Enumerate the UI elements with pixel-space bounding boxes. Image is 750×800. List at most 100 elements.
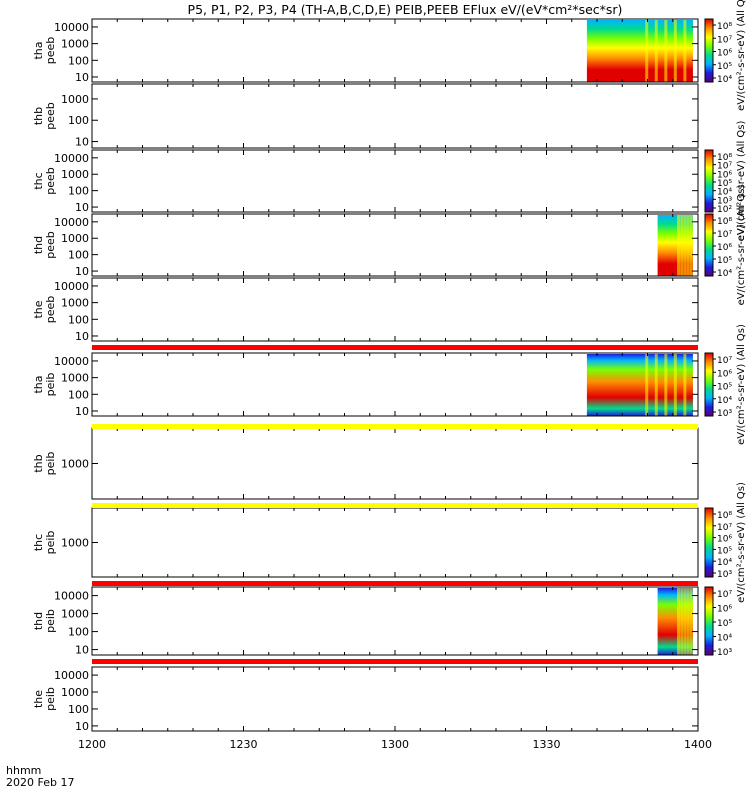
colorbar-thd-peib: 10⁷ 10⁶ 10⁵ 10⁴ 10³ xyxy=(704,586,732,658)
colorbar-tick-label: 10⁷ xyxy=(717,356,732,366)
svg-text:peib: peib xyxy=(44,452,57,476)
colorbar-tick-label: 10⁷ xyxy=(717,35,732,45)
panel-tha-peib: 10000 1000 100 10 tha peib xyxy=(32,352,699,418)
panel-thb-peeb: 1000 100 10 thb peeb xyxy=(32,83,699,149)
y-tick-label: 100 xyxy=(68,388,89,401)
y-tick-label: 100 xyxy=(68,114,89,127)
y-tick-label: 10 xyxy=(75,644,89,657)
spectrogram-streak xyxy=(683,354,687,416)
status-bar xyxy=(92,581,698,586)
status-bar xyxy=(92,424,698,429)
colorbar-tick-label: 10⁶ xyxy=(717,605,732,615)
panel-frame xyxy=(91,666,699,732)
panel-frame xyxy=(91,277,699,342)
colorbar-tick-label: 10⁸ xyxy=(717,153,732,163)
y-tick-label: 1000 xyxy=(61,93,89,106)
y-axis-label: thc peeb xyxy=(32,167,57,195)
svg-text:thd: thd xyxy=(32,236,45,254)
y-tick-label: 10000 xyxy=(54,590,89,603)
svg-text:peeb: peeb xyxy=(44,296,57,324)
spectrogram-streak xyxy=(664,354,668,416)
colorbar-scale xyxy=(704,18,714,83)
spectrogram-streak xyxy=(673,354,677,416)
y-tick-label: 10 xyxy=(75,201,89,214)
x-tick-label: 1400 xyxy=(684,738,712,751)
spectrogram-streak xyxy=(683,215,687,276)
y-tick-label: 1000 xyxy=(61,458,89,471)
panel-frame xyxy=(91,507,699,578)
spectrogram-streak xyxy=(686,215,690,276)
colorbar-tick-label: 10⁶ xyxy=(717,170,732,180)
svg-text:tha: tha xyxy=(32,41,45,59)
colorbar-label: eV/(cm²-s-sr-eV) (All Qs) xyxy=(736,482,747,603)
y-tick-label: 100 xyxy=(68,313,89,326)
y-tick-label: 10 xyxy=(75,71,89,84)
y-tick-label: 10000 xyxy=(54,216,89,229)
colorbar-label: eV/(cm²-s-sr-eV) (All Qs) xyxy=(736,185,747,306)
spectrogram-streak xyxy=(680,588,684,655)
spectrogram-streak xyxy=(673,20,677,82)
colorbar-scale xyxy=(704,149,714,213)
x-tick-label: 1200 xyxy=(78,738,106,751)
colorbar-label: eV/(cm²-s-sr-eV) (All Qs) xyxy=(736,0,747,111)
svg-text:peeb: peeb xyxy=(44,37,57,65)
colorbar-tick-label: 10⁵ xyxy=(717,546,732,556)
colorbar-tick-label: 10³ xyxy=(717,196,732,206)
y-axis-label: the peib xyxy=(32,687,57,711)
y-tick-label: 1000 xyxy=(61,537,89,550)
y-axis-label: thb peeb xyxy=(32,102,57,130)
y-tick-label: 100 xyxy=(68,703,89,716)
svg-text:peib: peib xyxy=(44,531,57,555)
colorbar-tick-label: 10² xyxy=(717,205,732,215)
status-bar xyxy=(92,503,698,508)
colorbar-scale xyxy=(704,213,714,277)
colorbar-tick-label: 10⁸ xyxy=(717,22,732,32)
panel-thc-peeb: 10000 1000 100 10 thc peeb xyxy=(32,149,699,214)
colorbar-tick-label: 10⁷ xyxy=(717,590,732,600)
svg-text:peib: peib xyxy=(44,687,57,711)
colorbar-tick-label: 10⁴ xyxy=(717,269,732,279)
y-tick-label: 10 xyxy=(75,265,89,278)
y-tick-label: 1000 xyxy=(61,232,89,245)
figure-title: P5, P1, P2, P3, P4 (TH-A,B,C,D,E) PEIB,P… xyxy=(188,2,623,17)
y-tick-label: 10000 xyxy=(54,355,89,368)
colorbar-tick-label: 10⁸ xyxy=(717,511,732,521)
colorbar-scale xyxy=(704,586,714,656)
y-tick-label: 1000 xyxy=(61,168,89,181)
colorbar-tick-label: 10⁷ xyxy=(717,523,732,533)
x-tick-label: 1230 xyxy=(230,738,258,751)
colorbar-tick-label: 10⁵ xyxy=(717,62,732,72)
svg-text:tha: tha xyxy=(32,375,45,393)
spectrogram-streak xyxy=(683,588,687,655)
svg-text:thd: thd xyxy=(32,612,45,630)
spectrogram-streak xyxy=(654,20,658,82)
y-tick-label: 100 xyxy=(68,249,89,262)
colorbar-label: eV/(cm²-s-sr-eV) (All Qs) xyxy=(736,121,747,242)
y-axis-label: thb peib xyxy=(32,452,57,476)
panel-thd-peib: 10000 1000 100 10 thd peib xyxy=(32,586,699,657)
colorbar-scale xyxy=(704,352,714,417)
time-axis-label: hhmm xyxy=(6,764,41,777)
svg-text:peeb: peeb xyxy=(44,231,57,259)
svg-text:peib: peib xyxy=(44,609,57,633)
colorbar-tick-label: 10⁷ xyxy=(717,230,732,240)
spectrogram-streak xyxy=(645,354,649,416)
svg-text:thb: thb xyxy=(32,107,45,125)
y-tick-label: 100 xyxy=(68,54,89,67)
svg-text:thc: thc xyxy=(32,172,45,189)
spectrogram-streak xyxy=(664,20,668,82)
y-axis-label: tha peeb xyxy=(32,37,57,65)
spectrogram-streak xyxy=(689,588,693,655)
spectrogram-streak xyxy=(689,215,693,276)
y-tick-label: 1000 xyxy=(61,372,89,385)
spectrogram-streak xyxy=(654,354,658,416)
panel-thb-peib: 1000 thb peib xyxy=(32,427,699,500)
colorbar-tick-label: 10⁶ xyxy=(717,535,732,545)
panel-frame xyxy=(91,149,699,213)
y-tick-label: 10 xyxy=(75,136,89,149)
